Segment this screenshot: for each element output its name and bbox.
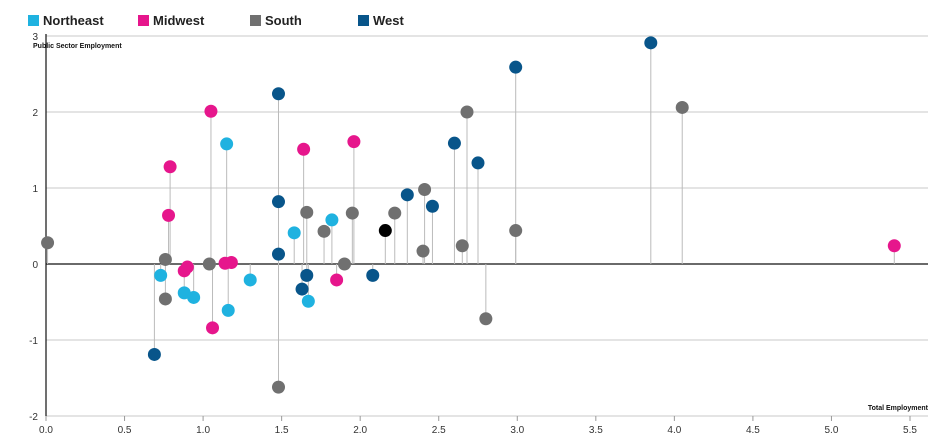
x-tick-label: 5.0	[825, 425, 839, 436]
data-point	[243, 273, 257, 287]
data-point	[158, 292, 172, 306]
data-point	[644, 36, 658, 50]
x-tick-label: 1.0	[196, 425, 210, 436]
data-point	[347, 135, 361, 149]
data-point	[206, 321, 220, 335]
data-point	[187, 290, 201, 304]
data-point	[220, 137, 234, 151]
x-tick-label: 0.5	[118, 425, 132, 436]
data-point	[147, 347, 161, 361]
y-axis-title: Public Sector Employment	[33, 43, 122, 50]
data-point	[295, 282, 309, 296]
data-point	[287, 226, 301, 240]
legend-swatch	[358, 15, 369, 26]
data-point	[163, 160, 177, 174]
x-tick-label: 1.5	[275, 425, 289, 436]
y-tick-label: 0	[32, 260, 38, 271]
x-tick-label: 5.5	[903, 425, 917, 436]
data-point	[317, 224, 331, 238]
legend-item: South	[250, 13, 302, 28]
data-point	[509, 224, 523, 238]
data-point	[416, 244, 430, 258]
y-tick-label: 2	[32, 108, 38, 119]
data-point	[337, 257, 351, 271]
data-point	[425, 199, 439, 213]
legend-swatch	[250, 15, 261, 26]
x-tick-label: 2.0	[353, 425, 367, 436]
x-tick-label: 0.0	[39, 425, 53, 436]
legend-item: Midwest	[138, 13, 205, 28]
legend-label: South	[265, 13, 302, 28]
data-point	[460, 105, 474, 119]
data-point	[675, 100, 689, 114]
data-point	[447, 136, 461, 150]
data-point	[509, 60, 523, 74]
data-point	[158, 252, 172, 266]
gridlines	[46, 35, 928, 417]
x-tick-label: 3.5	[589, 425, 603, 436]
y-tick-label: 3	[32, 32, 38, 43]
legend-swatch	[28, 15, 39, 26]
data-point	[271, 87, 285, 101]
y-axis: 3 2 1 0 -1 -2	[29, 32, 47, 423]
data-point	[271, 195, 285, 209]
data-point	[378, 224, 392, 238]
legend: Northeast Midwest South West	[28, 13, 404, 28]
x-tick-label: 4.0	[667, 425, 681, 436]
x-tick-label: 4.5	[746, 425, 760, 436]
data-point	[887, 239, 901, 253]
data-point	[345, 206, 359, 220]
data-point	[455, 239, 469, 253]
data-point	[471, 156, 485, 170]
legend-swatch	[138, 15, 149, 26]
data-point	[41, 236, 55, 250]
data-point	[400, 188, 414, 202]
x-tick-label: 3.0	[510, 425, 524, 436]
data-point	[271, 247, 285, 261]
data-point	[202, 257, 216, 271]
x-axis-title: Total Employment	[868, 405, 929, 412]
legend-item: West	[358, 13, 404, 28]
legend-label: Northeast	[43, 13, 104, 28]
data-point	[300, 205, 314, 219]
data-point	[366, 268, 380, 282]
data-point	[479, 312, 493, 326]
y-tick-label: -2	[29, 412, 38, 423]
data-point	[162, 208, 176, 222]
data-point	[271, 380, 285, 394]
y-tick-label: -1	[29, 336, 38, 347]
legend-item: Northeast	[28, 13, 104, 28]
data-point	[325, 213, 339, 227]
x-axis: 0.0 0.5 1.0 1.5 2.0 2.5 3.0 3.5 4.0 4.5 5.0 5.5	[39, 416, 917, 436]
data-point	[154, 268, 168, 282]
data-point	[330, 273, 344, 287]
y-tick-label: 1	[32, 184, 38, 195]
data-point	[180, 260, 194, 274]
data-point	[301, 294, 315, 308]
data-point	[300, 268, 314, 282]
x-tick-label: 2.5	[432, 425, 446, 436]
data-point	[418, 183, 432, 197]
data-point	[297, 142, 311, 156]
data-point	[224, 255, 238, 269]
legend-label: West	[373, 13, 404, 28]
data-point	[204, 104, 218, 118]
data-points	[41, 36, 901, 394]
data-point	[221, 303, 235, 317]
legend-label: Midwest	[153, 13, 205, 28]
data-point	[388, 206, 402, 220]
